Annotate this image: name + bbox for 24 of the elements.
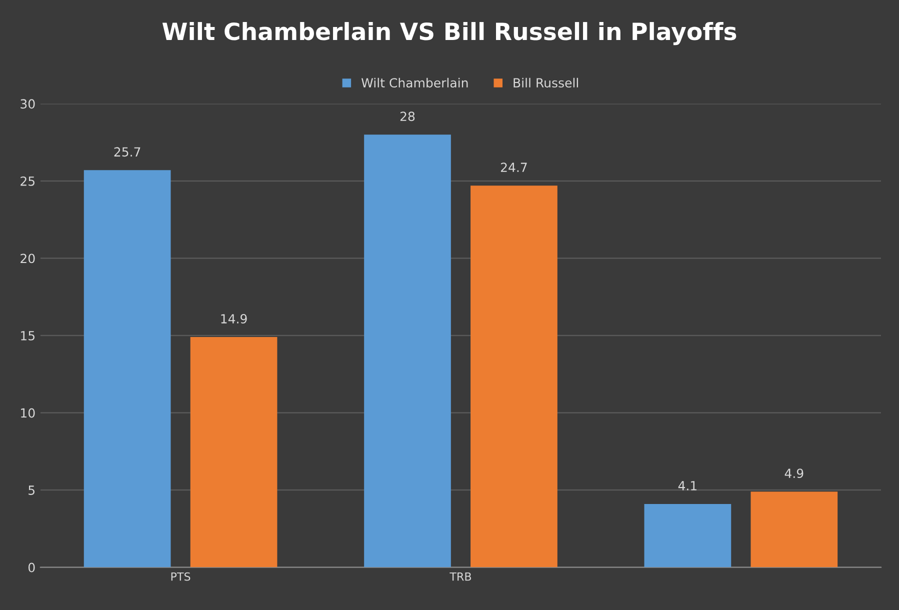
data-label: 24.7 [500, 162, 527, 172]
y-tick-label: 30 [20, 99, 35, 109]
bar [84, 170, 171, 568]
legend-label: Wilt Chamberlain [361, 78, 468, 88]
bar [750, 492, 838, 568]
y-tick-label: 5 [28, 486, 34, 495]
chart-title: Wilt Chamberlain VS Bill Russell in Playoffs [162, 22, 736, 46]
x-tick-label: TRB [450, 572, 472, 581]
bar [190, 337, 278, 568]
data-label: 4.9 [784, 468, 804, 478]
y-tick-label: 25 [20, 176, 34, 186]
data-label: 25.7 [114, 147, 140, 157]
data-label: 4.1 [678, 481, 696, 490]
x-tick-label: PTS [171, 572, 190, 581]
legend-label: Bill Russell [514, 78, 578, 88]
y-tick-label: 10 [21, 408, 35, 418]
bar [364, 134, 451, 568]
data-label: 14.9 [221, 314, 247, 324]
bar [644, 504, 732, 568]
bar [470, 186, 558, 568]
y-tick-label: 0 [28, 562, 35, 572]
data-label: 28 [400, 112, 415, 122]
y-tick-label: 20 [20, 254, 35, 264]
y-tick-label: 15 [21, 331, 34, 340]
